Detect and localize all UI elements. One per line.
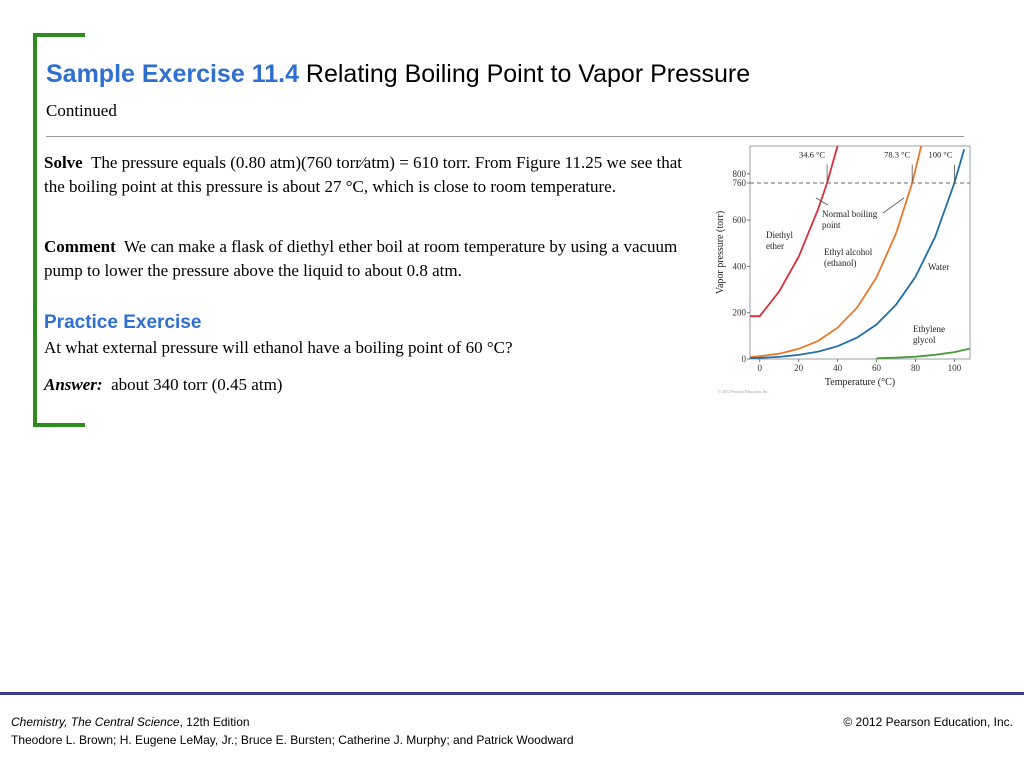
series-line-ethyl-alcohol-ethanol [750,146,923,358]
y-tick-label: 200 [733,308,747,318]
y-axis-label: Vapor pressure (torr) [715,211,726,294]
answer-text: about 340 torr (0.45 atm) [111,375,283,394]
boiling-point-label: 34.6 °C [799,150,825,160]
x-tick-label: 0 [757,363,762,373]
boiling-point-label: 100 °C [928,150,952,160]
series-label: Diethyl ether [766,230,793,251]
plot-frame [749,145,971,360]
comment-label: Comment [44,237,116,256]
footer-divider [0,692,1024,695]
footer-edition: , 12th Edition [179,715,250,729]
practice-question: At what external pressure will ethanol h… [44,338,513,357]
annotation-arrow [815,197,829,206]
solve-paragraph: Solve The pressure equals (0.80 atm)(760… [44,151,684,199]
green-bracket-top [33,33,85,37]
x-tick-label: 20 [794,363,804,373]
x-tick-label: 40 [833,363,843,373]
boiling-point-label: 78.3 °C [884,150,910,160]
answer-label: Answer: [44,375,103,394]
green-bracket-bottom [33,423,85,427]
y-tick-label: 760 [733,178,747,188]
solve-text: The pressure equals (0.80 atm)(760 torr⁄… [44,153,683,196]
series-line-water [750,148,966,359]
green-bracket-left [33,33,37,427]
series-line-diethyl-ether [750,146,839,318]
solve-label: Solve [44,153,83,172]
x-tick-label: 60 [872,363,882,373]
footer-authors: Theodore L. Brown; H. Eugene LeMay, Jr.;… [11,733,574,747]
y-tick-label: 800 [733,169,747,179]
y-tick-label: 400 [733,261,747,271]
slide-title: Sample Exercise 11.4 Relating Boiling Po… [46,60,750,89]
y-tick-label: 600 [733,215,747,225]
chart-copyright: © 2012 Pearson Education, Inc. [718,389,769,395]
series-label: Water [928,262,949,272]
x-axis-label: Temperature (°C) [825,377,895,388]
y-tick-label: 0 [742,354,747,364]
annotation-arrow [882,197,905,214]
practice-answer: Answer: about 340 torr (0.45 atm) [44,375,282,395]
title-divider [46,136,964,137]
series-label: Ethyl alcohol (ethanol) [824,247,873,268]
series-line-ethylene-glycol [876,347,970,359]
footer-copyright: © 2012 Pearson Education, Inc. [843,715,1013,729]
footer-book-line: Chemistry, The Central Science, 12th Edi… [11,715,250,729]
exercise-number: Sample Exercise 11.4 [46,60,299,88]
comment-text: We can make a flask of diethyl ether boi… [44,237,678,280]
x-tick-label: 80 [911,363,921,373]
series-label: Ethylene glycol [913,324,945,345]
comment-paragraph: Comment We can make a flask of diethyl e… [44,235,684,283]
normal-boiling-point-annotation: Normal boiling point [822,209,878,230]
exercise-name: Relating Boiling Point to Vapor Pressure [305,60,751,88]
x-tick-label: 100 [948,363,962,373]
practice-heading: Practice Exercise [44,312,202,333]
footer-book-title: Chemistry, The Central Science [11,715,180,729]
continued-label: Continued [46,101,117,120]
